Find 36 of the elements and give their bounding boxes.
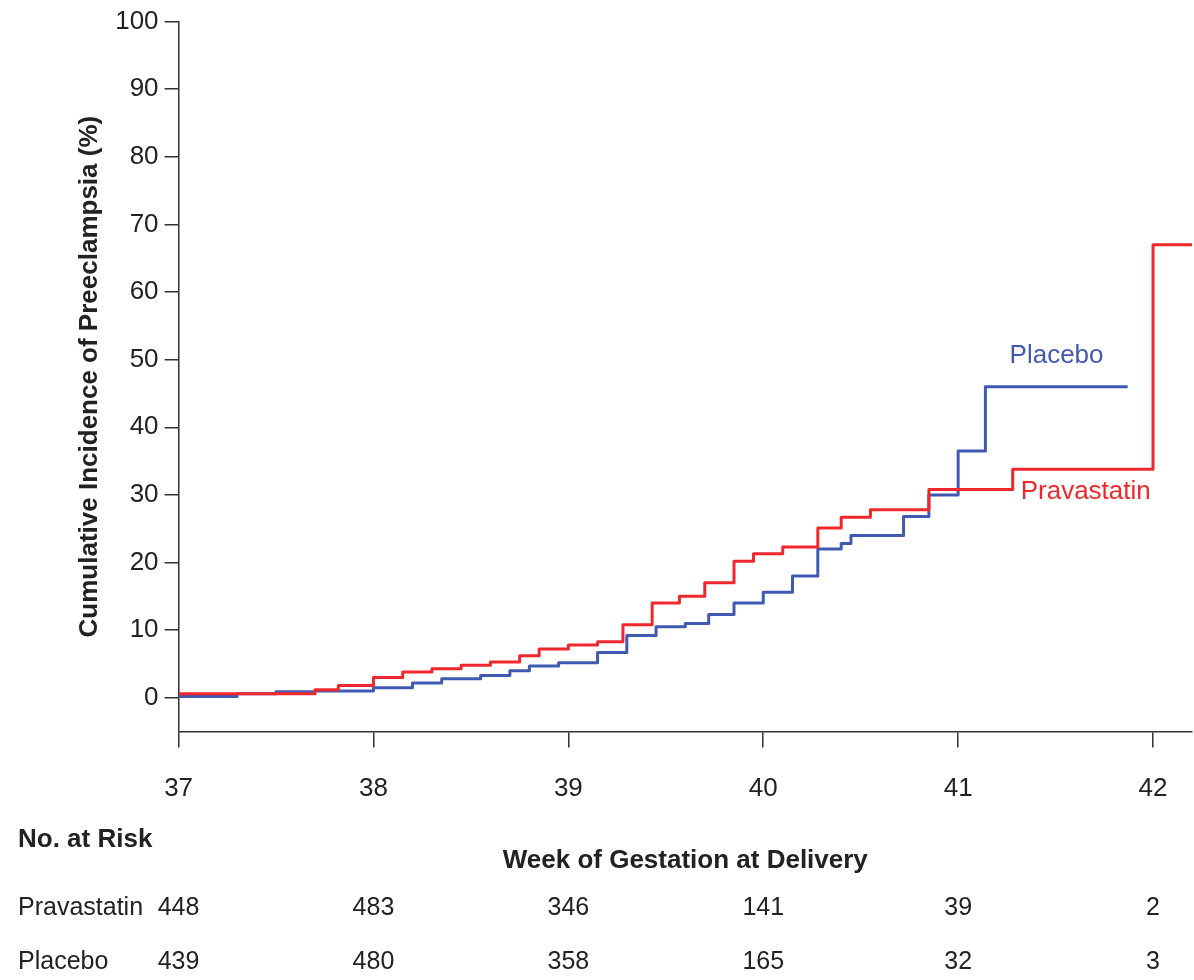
y-tick-label: 80	[129, 140, 159, 171]
y-tick-label: 20	[129, 545, 159, 576]
x-tick-label: 38	[359, 772, 388, 803]
text: 165	[742, 945, 785, 974]
x-tick-label: 41	[943, 772, 973, 803]
text: 358	[547, 945, 590, 974]
text: Pravastatin	[18, 891, 144, 920]
series-label: Placebo	[1009, 338, 1104, 369]
text: 346	[547, 891, 590, 920]
x-tick-label: 37	[164, 772, 194, 803]
x-axis-title: Week of Gestation at Delivery	[502, 843, 869, 874]
y-tick-label: 10	[129, 613, 159, 644]
text: 480	[352, 945, 395, 974]
y-tick-label: 90	[129, 72, 159, 103]
text: 483	[352, 891, 395, 920]
text: 141	[742, 891, 785, 920]
y-tick-label: 0	[144, 680, 159, 711]
text: No. at Risk	[18, 823, 153, 854]
y-tick-label: 30	[129, 478, 159, 509]
y-tick-label: 50	[129, 342, 159, 373]
y-tick-label: 100	[115, 4, 159, 35]
y-axis-title: Cumulative Incidence of Preeclampsia (%)	[72, 115, 103, 638]
x-tick-label: 42	[1138, 772, 1168, 803]
y-tick-label: 60	[129, 275, 159, 306]
x-tick-label: 40	[748, 772, 778, 803]
text: 439	[157, 945, 200, 974]
text: Placebo	[18, 945, 109, 974]
y-tick-label: 70	[129, 207, 159, 238]
text: 2	[1146, 891, 1160, 920]
text: 32	[944, 945, 973, 974]
text: 39	[944, 891, 973, 920]
text: 3	[1146, 945, 1160, 974]
series-label: Pravastatin	[1020, 475, 1151, 506]
x-tick-label: 39	[553, 772, 583, 803]
text: 448	[157, 891, 200, 920]
y-tick-label: 40	[129, 410, 159, 441]
